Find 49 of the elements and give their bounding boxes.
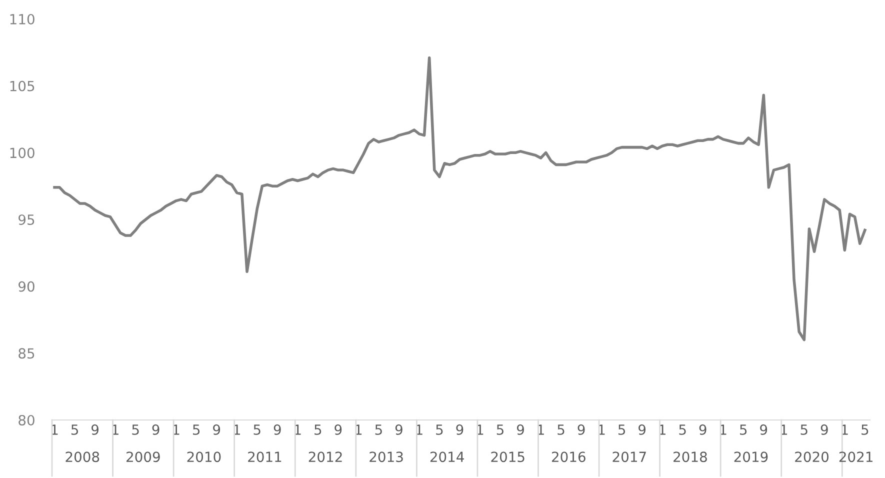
- x-tick-label: 5: [862, 424, 868, 435]
- x-tick-label: 9: [395, 424, 402, 435]
- text: 2011: [248, 452, 282, 462]
- x-tick-label: 5: [193, 424, 200, 435]
- y-tick-label: 105: [10, 80, 34, 92]
- x-tick-label: 9: [516, 424, 524, 435]
- x-tick-label: 9: [456, 424, 464, 435]
- x-tick-label: 9: [334, 424, 342, 435]
- x-tick-label: 5: [314, 424, 322, 435]
- x-tick-label: 5: [618, 424, 626, 435]
- text: 2014: [430, 452, 464, 462]
- x-tick-label: 5: [436, 424, 443, 435]
- x-tick-label: 9: [578, 424, 585, 435]
- x-tick-label: 9: [213, 424, 220, 435]
- x-tick-label: 5: [800, 424, 808, 435]
- x-tick-label: 9: [820, 424, 828, 435]
- text: 2021: [839, 452, 872, 462]
- y-tick-label: 85: [18, 348, 34, 359]
- text: 2018: [674, 452, 707, 462]
- text: 2008: [66, 452, 100, 462]
- text: 2020: [795, 452, 829, 462]
- x-tick-label: 5: [375, 424, 382, 435]
- text: 2019: [734, 452, 768, 462]
- x-tick-label: 5: [558, 424, 564, 435]
- text: 2009: [126, 452, 160, 462]
- y-tick-label: 80: [18, 414, 34, 426]
- y-tick-label: 95: [18, 214, 34, 225]
- x-tick-label: 5: [132, 424, 139, 435]
- line-series: [53, 56, 866, 342]
- x-tick-label: 9: [152, 424, 160, 435]
- text: 2012: [308, 452, 342, 462]
- x-tick-label: 5: [71, 424, 78, 435]
- x-tick-label: 5: [254, 424, 260, 435]
- text: 2013: [370, 452, 403, 462]
- y-tick-label: 110: [10, 14, 34, 24]
- x-tick-label: 9: [638, 424, 646, 435]
- text: 2017: [612, 452, 646, 462]
- text: 2010: [187, 452, 221, 462]
- x-tick-label: 9: [274, 424, 281, 435]
- x-tick-label: 5: [496, 424, 504, 435]
- y-tick-label: 100: [10, 148, 34, 158]
- x-tick-label: 9: [699, 424, 706, 435]
- y-tick-label: 90: [18, 281, 34, 292]
- text: 2015: [491, 452, 524, 462]
- x-tick-label: 9: [760, 424, 768, 435]
- x-tick-label: 5: [740, 424, 747, 435]
- x-tick-label: 5: [679, 424, 686, 435]
- x-tick-label: 9: [92, 424, 98, 435]
- text: 2016: [552, 452, 586, 462]
